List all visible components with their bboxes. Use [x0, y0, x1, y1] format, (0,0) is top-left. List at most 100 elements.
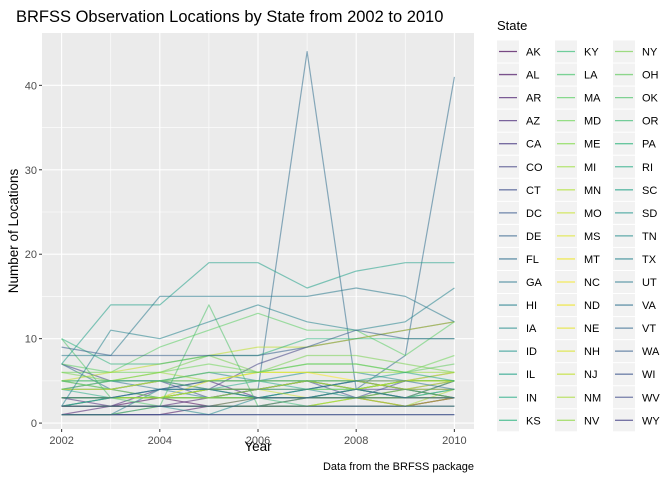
legend-label: WI [642, 369, 655, 381]
legend-label: DC [526, 208, 542, 220]
legend: State AK AL AR AZ CA CO CT DC DE FL GA HI IA ID IL IN KS… [497, 18, 660, 432]
legend-label: UT [642, 277, 657, 289]
legend-item-nc: NC [555, 271, 600, 293]
legend-label: MN [584, 185, 601, 197]
legend-label: NY [642, 47, 658, 59]
legend-item-ia: IA [497, 317, 537, 340]
legend-label: LA [584, 70, 598, 82]
legend-label: SD [642, 208, 657, 220]
legend-label: NE [584, 323, 599, 335]
legend-label: KY [584, 47, 599, 59]
y-axis: 0 10 20 30 40 [25, 80, 42, 430]
legend-item-wv: WV [613, 386, 660, 409]
legend-item-mn: MN [555, 178, 601, 201]
legend-label: RI [642, 162, 653, 174]
legend-item-ca: CA [497, 132, 542, 155]
x-axis: 2002 2004 2006 2008 2010 [49, 429, 467, 447]
legend-label: GA [526, 277, 543, 289]
legend-item-mt: MT [555, 247, 600, 270]
legend-item-al: AL [497, 63, 539, 86]
legend-label: CA [526, 139, 542, 151]
legend-item-id: ID [497, 340, 537, 363]
legend-item-or: OR [613, 109, 659, 132]
legend-item-tn: TN [613, 224, 657, 247]
legend-item-ma: MA [555, 86, 601, 109]
y-tick-label: 40 [25, 80, 37, 92]
legend-label: ID [526, 346, 537, 358]
legend-label: AL [526, 70, 539, 82]
legend-label: WV [642, 392, 660, 404]
legend-label: IL [526, 369, 535, 381]
legend-item-fl: FL [497, 247, 539, 270]
y-tick-label: 20 [25, 249, 37, 261]
legend-item-ks: KS [497, 409, 541, 432]
x-tick-label: 2004 [148, 435, 172, 447]
legend-item-ri: RI [613, 155, 653, 178]
legend-label: AK [526, 47, 541, 59]
legend-label: MT [584, 254, 600, 266]
legend-label: ME [584, 139, 601, 151]
legend-item-sc: SC [613, 178, 657, 201]
legend-item-pa: PA [613, 132, 657, 155]
legend-item-me: ME [555, 132, 601, 155]
legend-label: WA [642, 346, 660, 358]
legend-item-ne: NE [555, 317, 599, 340]
legend-label: DE [526, 231, 541, 243]
legend-label: MA [584, 93, 601, 105]
legend-item-nm: NM [555, 386, 601, 409]
series-line-sc [61, 262, 455, 365]
legend-label: FL [526, 254, 539, 266]
series-line-ri [61, 371, 455, 382]
legend-item-la: LA [555, 63, 598, 86]
legend-label: OH [642, 70, 659, 82]
legend-item-nh: NH [555, 340, 600, 363]
legend-item-wy: WY [613, 409, 660, 432]
legend-label: IA [526, 323, 537, 335]
legend-item-ga: GA [497, 271, 543, 293]
legend-title: State [497, 18, 527, 33]
legend-label: NH [584, 346, 600, 358]
legend-item-wi: WI [613, 363, 655, 386]
legend-label: IN [526, 392, 537, 404]
legend-label: MI [584, 162, 596, 174]
legend-label: SC [642, 185, 657, 197]
legend-item-tx: TX [613, 247, 657, 270]
x-tick-label: 2008 [344, 435, 368, 447]
legend-item-wa: WA [613, 340, 660, 363]
legend-label: WY [642, 415, 660, 427]
legend-label: ND [584, 300, 600, 312]
legend-item-ut: UT [613, 271, 657, 293]
legend-label: CT [526, 185, 541, 197]
legend-label: MO [584, 208, 602, 220]
legend-label: VA [642, 300, 657, 312]
legend-item-va: VA [613, 294, 657, 317]
legend-item-sd: SD [613, 201, 657, 224]
y-tick-label: 30 [25, 165, 37, 177]
legend-item-de: DE [497, 224, 541, 247]
legend-item-mi: MI [555, 155, 596, 178]
legend-label: VT [642, 323, 656, 335]
legend-item-ak: AK [497, 40, 541, 63]
series-line-tx [61, 287, 455, 407]
legend-item-mo: MO [555, 201, 602, 224]
legend-label: AR [526, 93, 541, 105]
legend-item-md: MD [555, 109, 601, 132]
series-line-wa [61, 329, 455, 357]
chart-caption: Data from the BRFSS package [323, 461, 474, 473]
x-tick-label: 2006 [246, 435, 270, 447]
x-tick-label: 2010 [442, 435, 466, 447]
legend-item-nj: NJ [555, 363, 597, 386]
legend-label: OR [642, 116, 659, 128]
x-axis-label: Year [244, 439, 272, 454]
legend-item-ky: KY [555, 40, 599, 63]
legend-label: OK [642, 93, 659, 105]
legend-item-oh: OH [613, 63, 659, 86]
y-tick-label: 10 [25, 334, 37, 346]
legend-label: NC [584, 277, 600, 289]
legend-label: PA [642, 139, 657, 151]
legend-item-ms: MS [555, 224, 601, 247]
legend-item-in: IN [497, 386, 537, 409]
chart-title: BRFSS Observation Locations by State fro… [16, 8, 443, 26]
legend-item-az: AZ [497, 109, 540, 132]
